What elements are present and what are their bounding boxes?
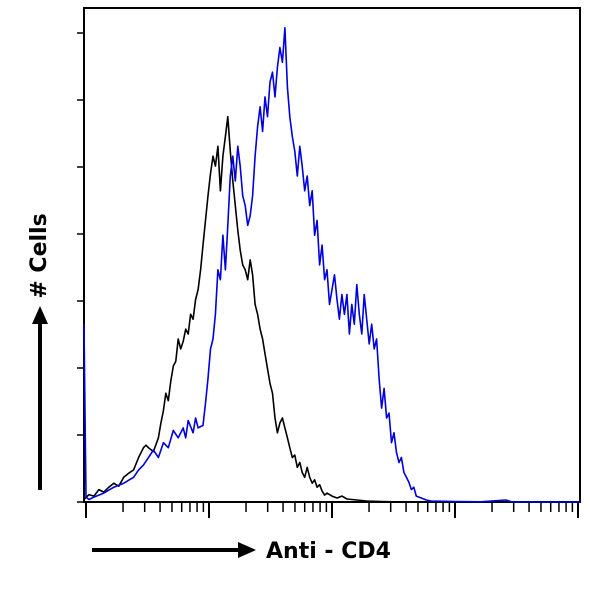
x-axis-label: Anti - CD4 [266, 539, 391, 564]
x-axis-ticks [85, 502, 579, 518]
x-axis-arrow [92, 542, 256, 558]
series-line-black [83, 115, 580, 503]
y-axis-label: # Cells [27, 213, 52, 298]
y-axis-arrow [32, 306, 48, 490]
plot-frame [83, 7, 581, 503]
series-line-blue [83, 27, 580, 503]
series-layer [83, 27, 580, 503]
y-axis-ticks [77, 32, 84, 503]
